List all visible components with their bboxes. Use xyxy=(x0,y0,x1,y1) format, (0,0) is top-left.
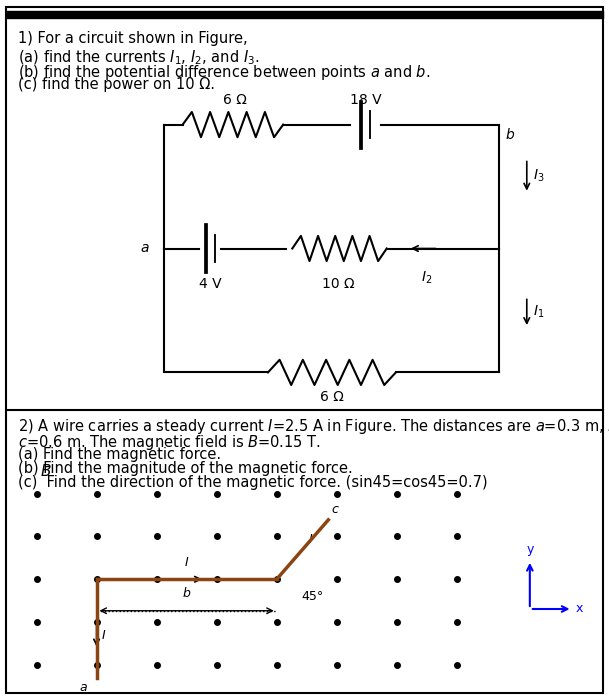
Text: $c$=0.6 m. The magnetic field is $B$=0.15 T.: $c$=0.6 m. The magnetic field is $B$=0.1… xyxy=(18,433,321,452)
Text: (b) Find the magnitude of the magnetic force.: (b) Find the magnitude of the magnetic f… xyxy=(18,461,353,475)
Text: 6 Ω: 6 Ω xyxy=(320,390,344,404)
Text: 10 Ω: 10 Ω xyxy=(322,276,354,290)
Text: a: a xyxy=(141,241,149,255)
Text: (a) find the currents $I_1$, $I_2$, and $I_3$.: (a) find the currents $I_1$, $I_2$, and … xyxy=(18,49,259,67)
Text: I: I xyxy=(185,556,189,568)
Text: $I_2$: $I_2$ xyxy=(421,270,432,286)
Text: 6 Ω: 6 Ω xyxy=(222,93,247,107)
Text: 2) A wire carries a steady current $I$=2.5 A in Figure. The distances are $a$=0.: 2) A wire carries a steady current $I$=2… xyxy=(18,416,609,435)
Text: b: b xyxy=(505,128,514,142)
Text: 1) For a circuit shown in Figure,: 1) For a circuit shown in Figure, xyxy=(18,32,248,46)
Text: (c)  Find the direction of the magnetic force. (sin45=cos45=0.7): (c) Find the direction of the magnetic f… xyxy=(18,475,488,489)
Text: 4 V: 4 V xyxy=(199,276,222,290)
Text: $a$: $a$ xyxy=(79,681,88,694)
Text: (c) find the power on 10 Ω.: (c) find the power on 10 Ω. xyxy=(18,77,215,92)
Text: I: I xyxy=(102,629,105,642)
Text: y: y xyxy=(526,543,533,556)
Text: 18 V: 18 V xyxy=(350,93,381,107)
Text: $b$: $b$ xyxy=(182,587,191,601)
Text: $B$: $B$ xyxy=(40,463,51,480)
Text: I: I xyxy=(309,533,312,546)
Text: $I_3$: $I_3$ xyxy=(533,168,544,184)
Text: $I_1$: $I_1$ xyxy=(533,304,544,321)
Text: x: x xyxy=(576,603,583,615)
Text: 45°: 45° xyxy=(301,589,323,603)
Text: (b) find the potential difference between points $a$ and $b$.: (b) find the potential difference betwee… xyxy=(18,63,431,82)
Text: (a) Find the magnetic force.: (a) Find the magnetic force. xyxy=(18,447,222,461)
FancyBboxPatch shape xyxy=(6,7,603,693)
Text: $c$: $c$ xyxy=(331,503,340,517)
